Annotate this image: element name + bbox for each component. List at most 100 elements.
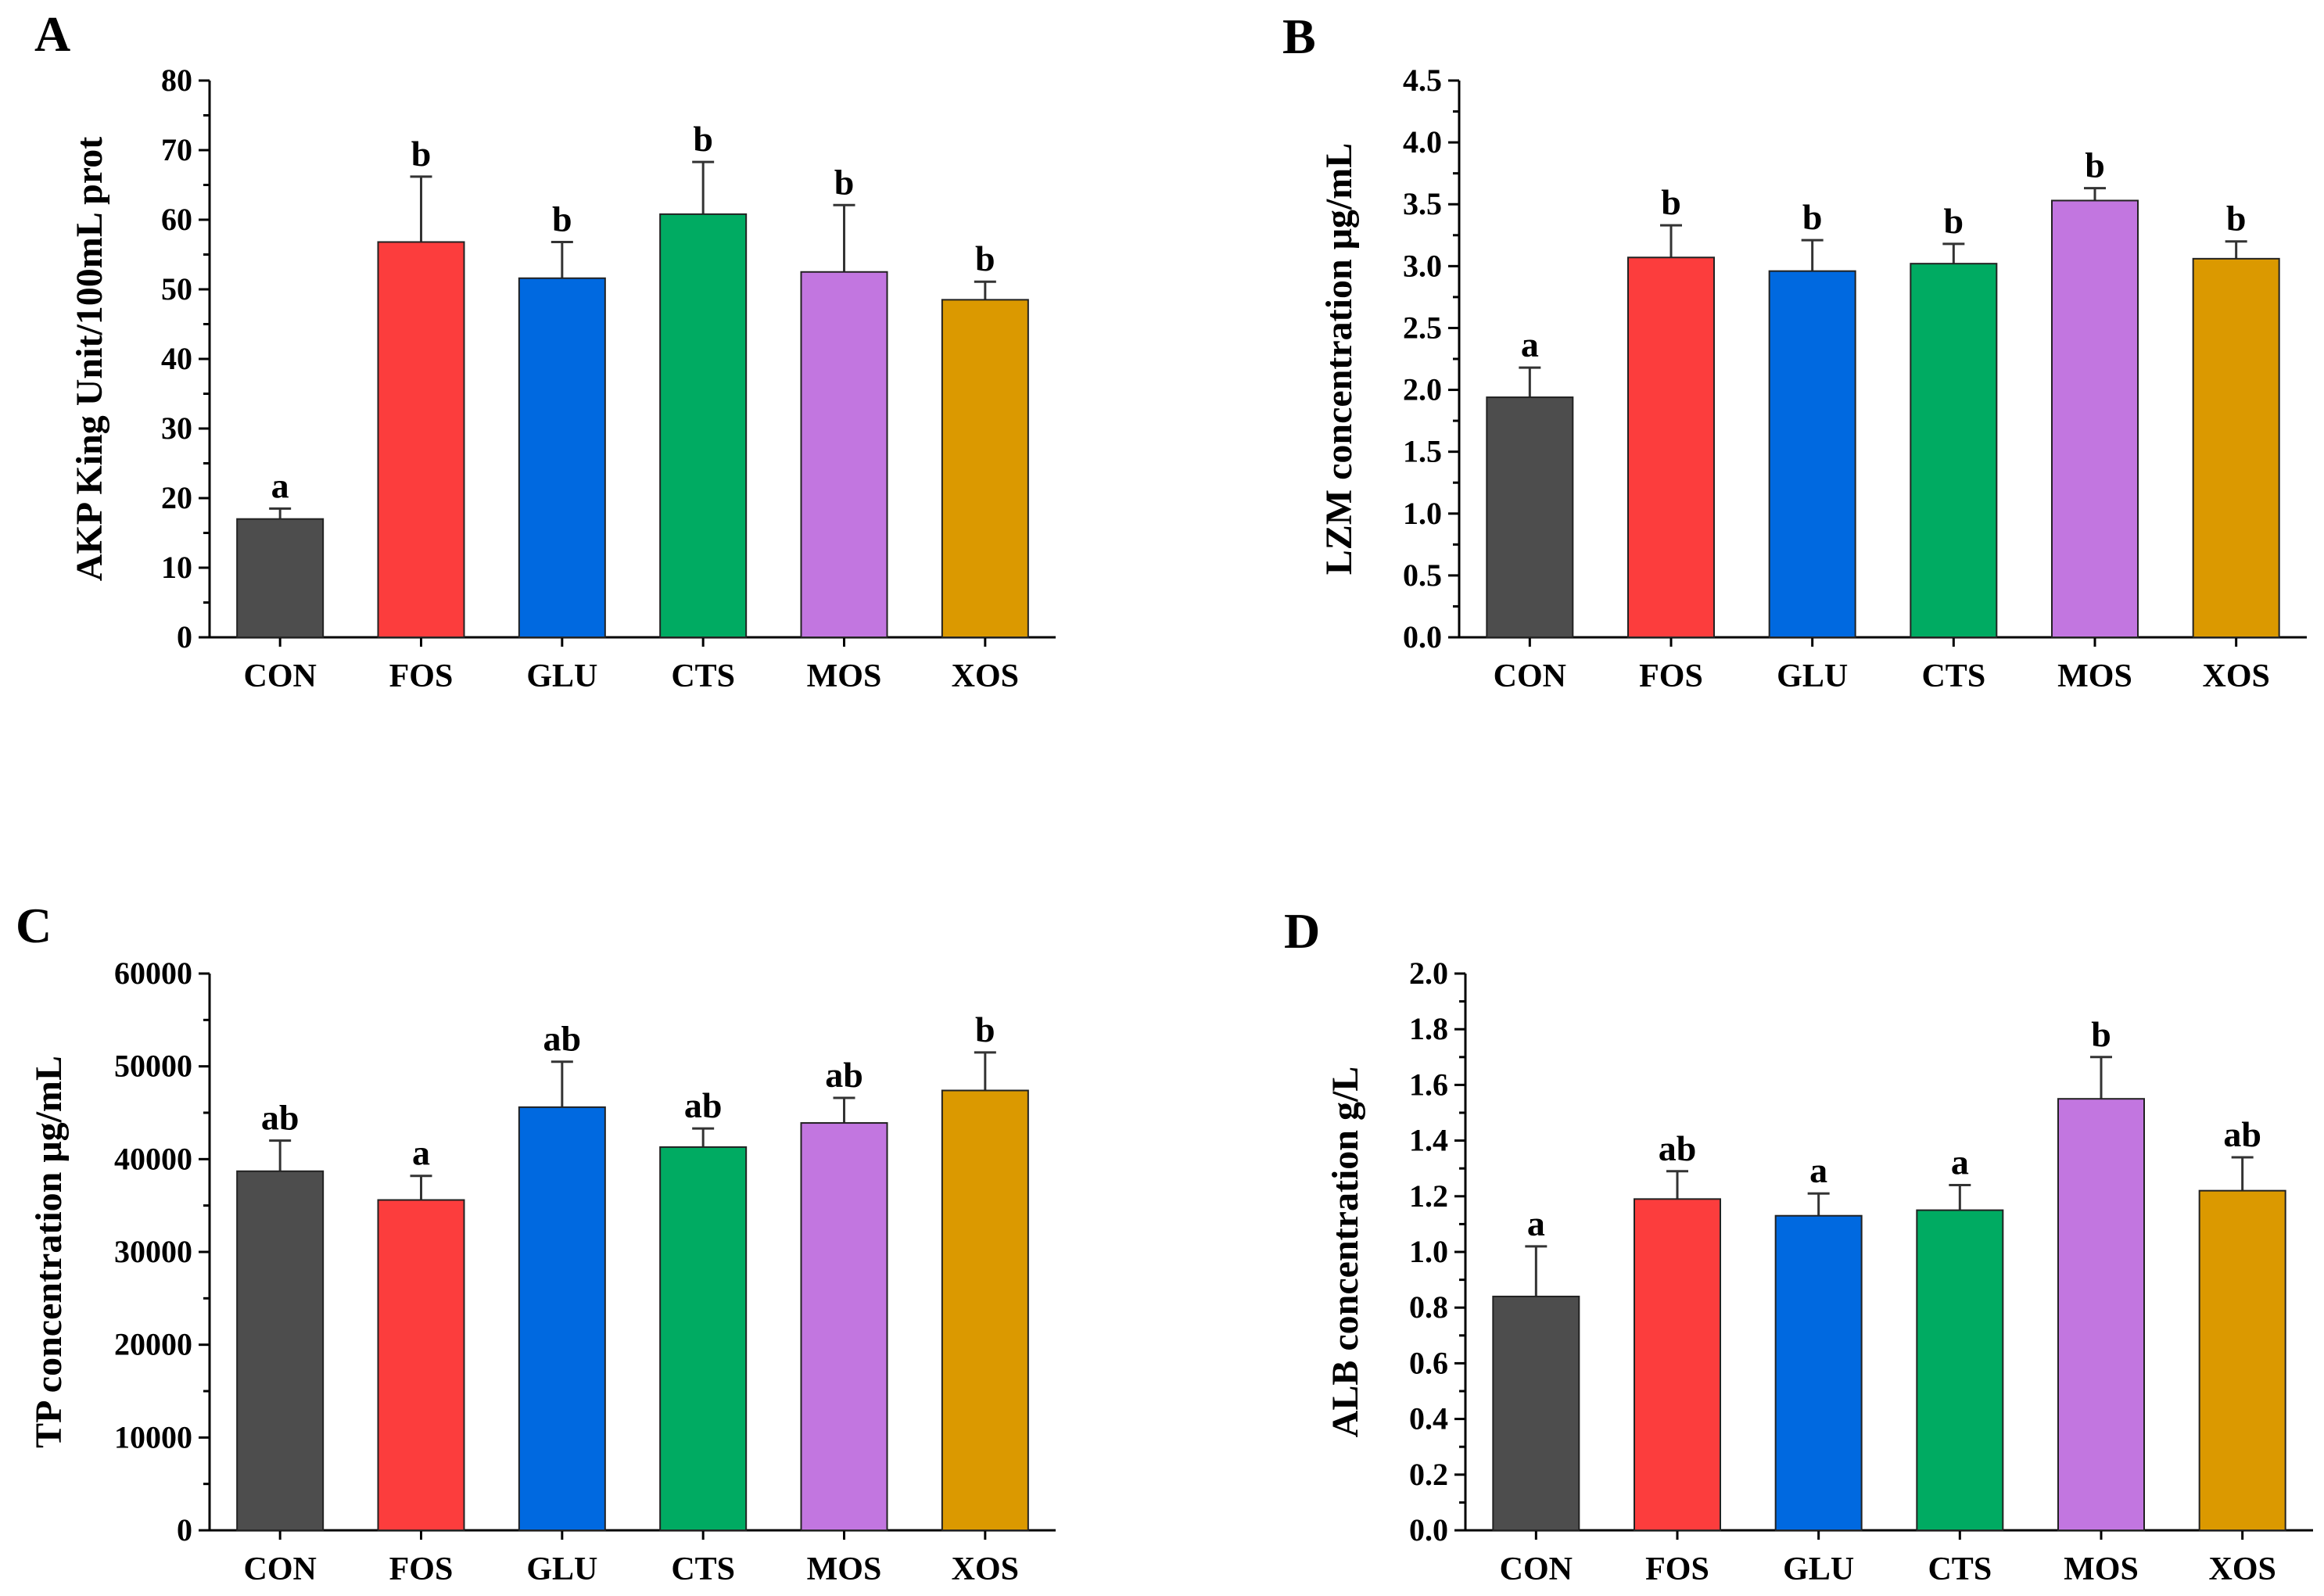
y-tick-label: 0.4 — [1409, 1401, 1448, 1436]
bar-xos — [941, 299, 1029, 638]
significance-label-glu: b — [1802, 197, 1823, 237]
significance-label-glu: ab — [543, 1019, 582, 1059]
y-tick-label: 1.2 — [1409, 1178, 1448, 1214]
category-label-glu: GLU — [1783, 1551, 1854, 1587]
bar-xos — [2198, 1189, 2286, 1532]
y-tick-label: 30000 — [114, 1234, 192, 1269]
panel-b-lzm: B 0.0 0.5 1.0 1.5 2.0 2.5 3.0 3.5 4.0 4.5 LZM conce… — [1282, 9, 2307, 694]
category-label-xos: XOS — [2208, 1551, 2276, 1587]
category-label-fos: FOS — [1645, 1551, 1709, 1587]
significance-label-mos: b — [2091, 1014, 2111, 1054]
y-tick-label: 20000 — [114, 1327, 192, 1362]
y-tick-label: 1.0 — [1403, 496, 1442, 531]
bar-fos — [377, 241, 465, 638]
y-tick-label: 60 — [161, 202, 192, 237]
y-tick-label: 4.5 — [1403, 63, 1442, 98]
y-tick-label: 0.5 — [1403, 558, 1442, 593]
significance-label-glu: a — [1809, 1150, 1827, 1190]
bar-mos — [800, 1122, 888, 1531]
significance-label-xos: b — [975, 239, 995, 278]
y-tick-label: 10 — [161, 550, 192, 585]
panel-letter: C — [16, 898, 52, 953]
y-tick-label: 0.6 — [1409, 1345, 1448, 1380]
bar-xos — [2192, 257, 2280, 638]
y-tick-label: 1.8 — [1409, 1011, 1448, 1046]
y-tick-label: 70 — [161, 132, 192, 167]
bar-glu — [1774, 1214, 1863, 1531]
y-axis-title: TP concentration μg/mL — [28, 1056, 70, 1448]
bar-xos — [941, 1089, 1029, 1531]
panel-d-alb: D 0.0 0.2 0.4 0.6 0.8 1.0 1.2 1.4 1.6 1.8 2.0 ALB co… — [1284, 903, 2313, 1587]
y-tick-label: 30 — [161, 411, 192, 446]
bar-mos — [2051, 199, 2139, 638]
significance-label-xos: b — [975, 1010, 995, 1049]
y-tick-label: 0 — [177, 1512, 192, 1548]
category-label-cts: CTS — [671, 658, 735, 694]
significance-label-mos: b — [2085, 145, 2105, 185]
y-axis-title: ALB concentration g/L — [1325, 1067, 1366, 1438]
category-label-con: CON — [243, 658, 316, 694]
category-label-con: CON — [1494, 658, 1566, 694]
bar-con — [236, 1170, 325, 1531]
category-label-mos: MOS — [807, 658, 882, 694]
significance-label-fos: a — [412, 1133, 430, 1173]
bar-fos — [1634, 1198, 1721, 1531]
significance-label-xos: ab — [2223, 1114, 2261, 1154]
category-label-xos: XOS — [952, 658, 1019, 694]
bar-con — [1486, 396, 1574, 638]
bar-glu — [518, 277, 606, 638]
significance-label-mos: b — [834, 162, 855, 202]
category-label-con: CON — [1500, 1551, 1573, 1587]
significance-label-mos: ab — [825, 1055, 863, 1095]
category-label-fos: FOS — [389, 1551, 454, 1587]
y-tick-label: 1.0 — [1409, 1234, 1448, 1269]
y-tick-label: 0.0 — [1403, 619, 1442, 655]
y-tick-label: 1.4 — [1409, 1123, 1448, 1158]
bar-fos — [377, 1199, 465, 1531]
significance-label-cts: ab — [684, 1085, 723, 1125]
panel-a-akp: A 0 10 20 30 40 50 60 70 80 AKP King Unit/100mL pr… — [34, 6, 1056, 694]
y-tick-label: 2.5 — [1403, 310, 1442, 345]
y-tick-label: 1.5 — [1403, 434, 1442, 469]
significance-label-fos: b — [411, 134, 432, 174]
y-tick-label: 1.6 — [1409, 1067, 1448, 1102]
y-axis-title: LZM concentration μg/mL — [1318, 143, 1360, 576]
category-label-mos: MOS — [807, 1551, 882, 1587]
y-tick-label: 60000 — [114, 956, 192, 991]
y-tick-label: 50000 — [114, 1049, 192, 1084]
y-tick-label: 2.0 — [1409, 956, 1448, 991]
y-tick-label: 80 — [161, 63, 192, 98]
category-label-fos: FOS — [1639, 658, 1703, 694]
category-label-fos: FOS — [389, 658, 454, 694]
significance-label-con: ab — [261, 1098, 299, 1138]
bar-glu — [518, 1106, 606, 1531]
bar-con — [1492, 1295, 1580, 1531]
y-tick-label: 10000 — [114, 1419, 192, 1454]
bar-fos — [1627, 256, 1715, 638]
y-tick-label: 0.8 — [1409, 1289, 1448, 1325]
y-axis-title: AKP King Unit/100mL prot — [69, 137, 110, 582]
significance-label-cts: b — [693, 119, 713, 159]
category-label-glu: GLU — [526, 658, 597, 694]
y-tick-label: 40000 — [114, 1141, 192, 1176]
significance-label-cts: b — [1944, 201, 1964, 241]
category-label-xos: XOS — [952, 1551, 1019, 1587]
significance-label-fos: b — [1661, 182, 1681, 222]
y-tick-label: 3.0 — [1403, 248, 1442, 283]
significance-label-con: a — [1527, 1203, 1545, 1243]
panel-letter: A — [34, 6, 70, 62]
y-tick-label: 20 — [161, 480, 192, 515]
bar-mos — [800, 271, 888, 638]
bar-mos — [2057, 1098, 2145, 1531]
y-tick-label: 3.5 — [1403, 186, 1442, 221]
significance-label-cts: a — [1951, 1142, 1969, 1182]
bar-cts — [1916, 1209, 2004, 1531]
category-label-cts: CTS — [1921, 658, 1985, 694]
category-label-xos: XOS — [2202, 658, 2269, 694]
significance-label-xos: b — [2226, 199, 2247, 239]
category-label-mos: MOS — [2057, 658, 2132, 694]
panel-c-tp: C 0 10000 20000 30000 40000 50000 60000 TP conce… — [16, 898, 1056, 1587]
y-tick-label: 2.0 — [1403, 372, 1442, 407]
bar-cts — [1910, 263, 1998, 638]
